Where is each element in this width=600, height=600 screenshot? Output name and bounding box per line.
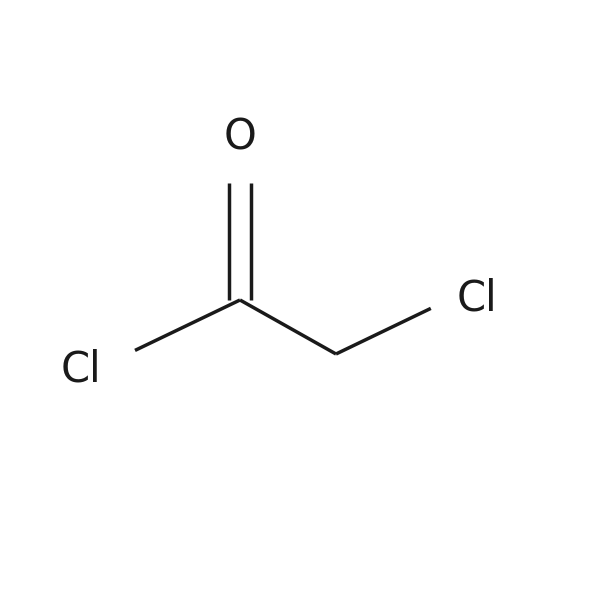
Text: Cl: Cl <box>61 348 101 390</box>
Text: Cl: Cl <box>457 278 497 320</box>
Text: O: O <box>224 117 256 159</box>
